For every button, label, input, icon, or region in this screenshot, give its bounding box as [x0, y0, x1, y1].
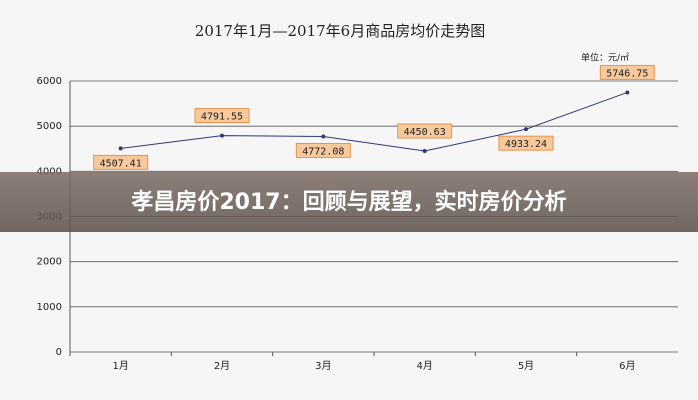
label-box: [599, 64, 655, 80]
point: [118, 146, 123, 151]
point: [422, 148, 427, 153]
unit-label: 单位：元/㎡: [581, 52, 629, 64]
value-label: 4450.63: [404, 127, 446, 138]
label-box: [194, 108, 250, 124]
x-tick-label: 4月: [416, 360, 432, 372]
label-box: [498, 135, 554, 151]
y-tick-label: 2000: [37, 257, 62, 268]
line: [120, 91, 628, 152]
value-label: 5746.75: [606, 68, 648, 79]
y-tick-label: 4000: [37, 166, 62, 177]
plot: 01000200030004000500060001月2月3月4月5月6月450…: [37, 64, 678, 372]
label-box: [397, 123, 453, 139]
x-tick-label: 5月: [518, 360, 534, 372]
value-label: 4507.41: [100, 158, 142, 169]
point: [625, 90, 630, 95]
chart-title: 2017年1月—2017年6月商品房均价走势图: [195, 22, 485, 40]
x-tick-label: 6月: [619, 360, 635, 372]
y-tick-label: 0: [56, 347, 62, 358]
y-tick-label: 1000: [37, 302, 62, 313]
banner-background: [0, 172, 698, 232]
point: [321, 134, 326, 139]
point: [220, 133, 224, 138]
banner-title: 孝昌房价2017：回顾与展望，实时房价分析: [130, 189, 566, 215]
label-box: [93, 154, 149, 170]
value-label: 4791.55: [201, 112, 243, 123]
value-label: 4772.08: [302, 146, 344, 157]
value-label: 4933.24: [505, 139, 547, 150]
x-tick-label: 1月: [112, 360, 128, 372]
x-tick-label: 2月: [214, 360, 230, 372]
x-tick-label: 3月: [315, 360, 331, 372]
label-box: [295, 142, 351, 158]
y-tick-label: 6000: [37, 76, 62, 87]
y-tick-label: 5000: [37, 121, 62, 132]
point: [524, 127, 528, 132]
